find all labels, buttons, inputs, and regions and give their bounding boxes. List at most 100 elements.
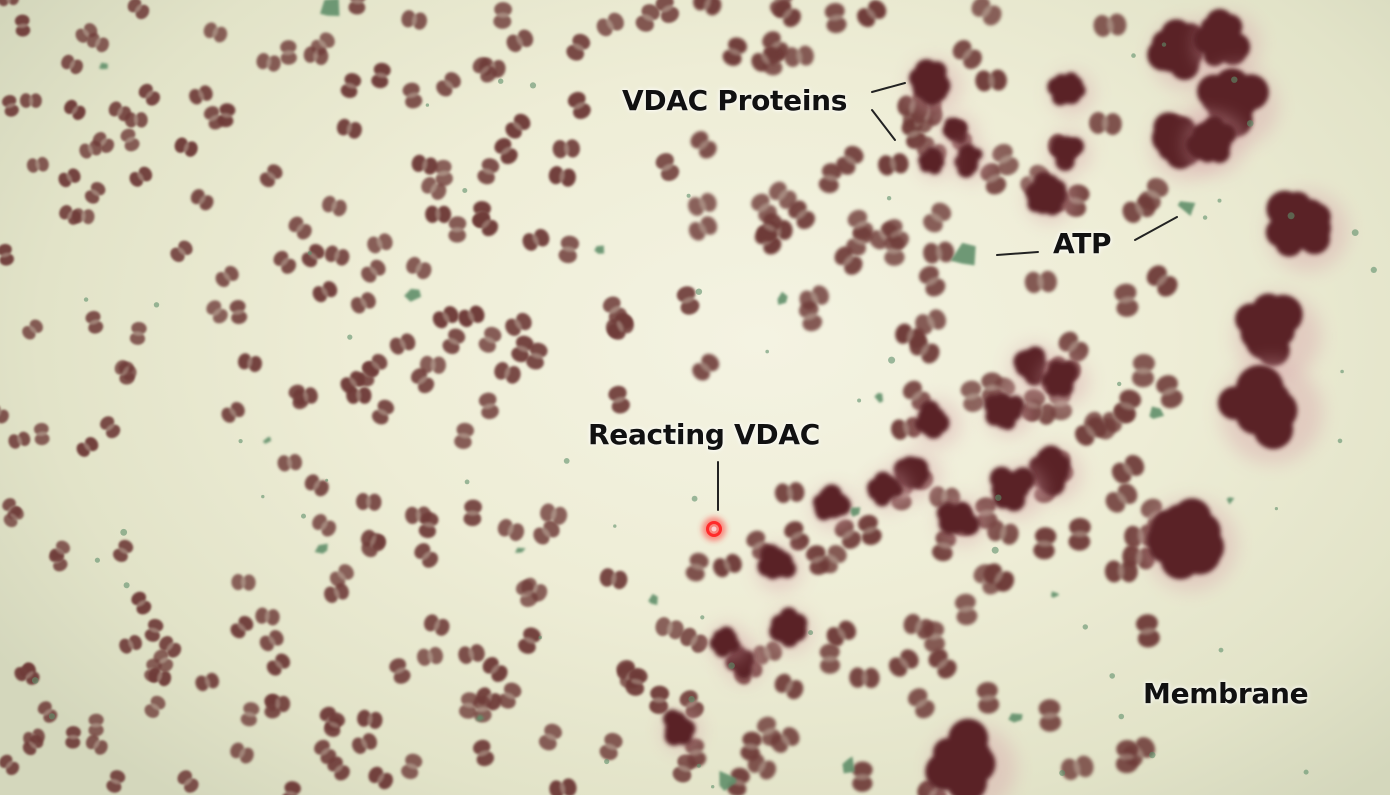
vdac-pointer-upper (871, 82, 906, 93)
vdac-protein (923, 202, 952, 233)
atp-molecule-small (538, 635, 542, 640)
atp-molecule-small (688, 696, 695, 703)
atp-molecule-small (888, 356, 896, 364)
vdac-protein (367, 233, 393, 254)
vdac-protein (259, 164, 283, 188)
vdac-protein (635, 4, 660, 32)
vdac-protein (58, 168, 81, 188)
vdac-protein (975, 69, 1007, 92)
atp-pointer-right (1134, 216, 1178, 241)
atp-molecule (842, 756, 855, 774)
vdac-protein (61, 54, 83, 75)
atp-molecule-small (307, 251, 312, 256)
vdac-protein (324, 712, 345, 737)
vdac-protein (482, 657, 508, 682)
vdac-protein (1104, 560, 1138, 583)
vdac-protein (608, 385, 630, 414)
vdac-protein (1033, 527, 1057, 560)
vdac-protein (436, 72, 461, 97)
atp-molecule (874, 392, 883, 403)
atp-molecule-small (1217, 198, 1222, 203)
vdac-protein (256, 53, 281, 72)
vdac-protein (402, 82, 423, 109)
atp-label: ATP (1053, 227, 1112, 260)
vdac-protein (473, 695, 492, 723)
vdac-protein (774, 482, 805, 504)
vdac-protein (131, 591, 152, 615)
atp-molecule-small (695, 288, 703, 295)
vdac-protein (79, 140, 102, 159)
vdac-protein (473, 739, 495, 767)
atp-molecule-small (1161, 42, 1167, 47)
vdac-protein (448, 216, 467, 243)
vdac-protein (33, 422, 50, 446)
large-vdac-cluster (1040, 357, 1089, 406)
atp-molecule-small (1231, 76, 1238, 83)
vdac-protein (805, 545, 830, 575)
vdac-protein (478, 326, 502, 353)
vdac-protein (114, 360, 137, 381)
vdac-protein (72, 208, 95, 225)
vdac-protein (784, 521, 810, 551)
vdac-protein (280, 40, 297, 65)
vdac-protein (478, 392, 499, 420)
vdac-protein (494, 138, 518, 165)
large-vdac-cluster (1234, 293, 1322, 380)
vdac-protein (22, 319, 43, 340)
vdac-protein (266, 653, 291, 676)
vdac-protein (680, 627, 708, 653)
vdac-protein (599, 732, 623, 761)
vdac-pointer-lower (871, 109, 896, 141)
vdac-protein (368, 766, 393, 790)
atp-molecule-small (1337, 438, 1343, 444)
vdac-protein (676, 286, 700, 315)
vdac-protein (240, 702, 260, 727)
vdac-protein (1068, 518, 1091, 551)
vdac-proteins-label: VDAC Proteins (622, 84, 848, 117)
atp-molecule (404, 288, 422, 302)
vdac-protein (416, 646, 444, 666)
vdac-protein (265, 694, 291, 713)
vdac-protein (401, 753, 423, 780)
vdac-protein (92, 132, 115, 153)
vdac-protein (971, 0, 1002, 26)
atp-molecule-small (1274, 507, 1278, 511)
atp-molecule-small (1370, 266, 1377, 273)
vdac-protein (552, 139, 580, 159)
vdac-protein (458, 644, 485, 664)
vdac-protein (144, 618, 164, 642)
large-vdac-cluster (812, 484, 856, 530)
vdac-protein (190, 189, 214, 211)
large-vdac-cluster (983, 390, 1033, 437)
vdac-protein (976, 682, 1000, 714)
vdac-protein (255, 607, 280, 626)
atp-molecule-small (1149, 751, 1156, 759)
large-vdac-cluster (1025, 171, 1074, 223)
atp-molecule-small (711, 785, 715, 789)
vdac-protein (522, 228, 550, 251)
vdac-protein (1038, 699, 1062, 732)
atp-molecule-small (1109, 673, 1115, 679)
label-pointer-lines (717, 82, 1178, 511)
vdac-protein (773, 0, 801, 28)
vdac-protein (923, 241, 955, 264)
vdac-protein (322, 195, 347, 217)
vdac-protein (350, 292, 376, 314)
vdac-protein (1024, 270, 1057, 294)
vdac-protein (558, 235, 580, 264)
atp-pointer-left (996, 251, 1039, 256)
vdac-protein (357, 709, 383, 729)
vdac-protein (159, 636, 182, 658)
vdac-protein (549, 778, 577, 795)
vdac-protein (849, 667, 880, 689)
vdac-protein (952, 40, 982, 70)
atp-molecule (648, 593, 658, 605)
atp-molecule-small (857, 398, 862, 403)
large-vdac-cluster (756, 544, 803, 592)
vdac-protein (259, 630, 284, 652)
atp-molecule-small (498, 78, 504, 84)
vdac-protein (751, 46, 781, 72)
atp-molecule (314, 543, 328, 554)
vdac-protein (472, 57, 497, 83)
